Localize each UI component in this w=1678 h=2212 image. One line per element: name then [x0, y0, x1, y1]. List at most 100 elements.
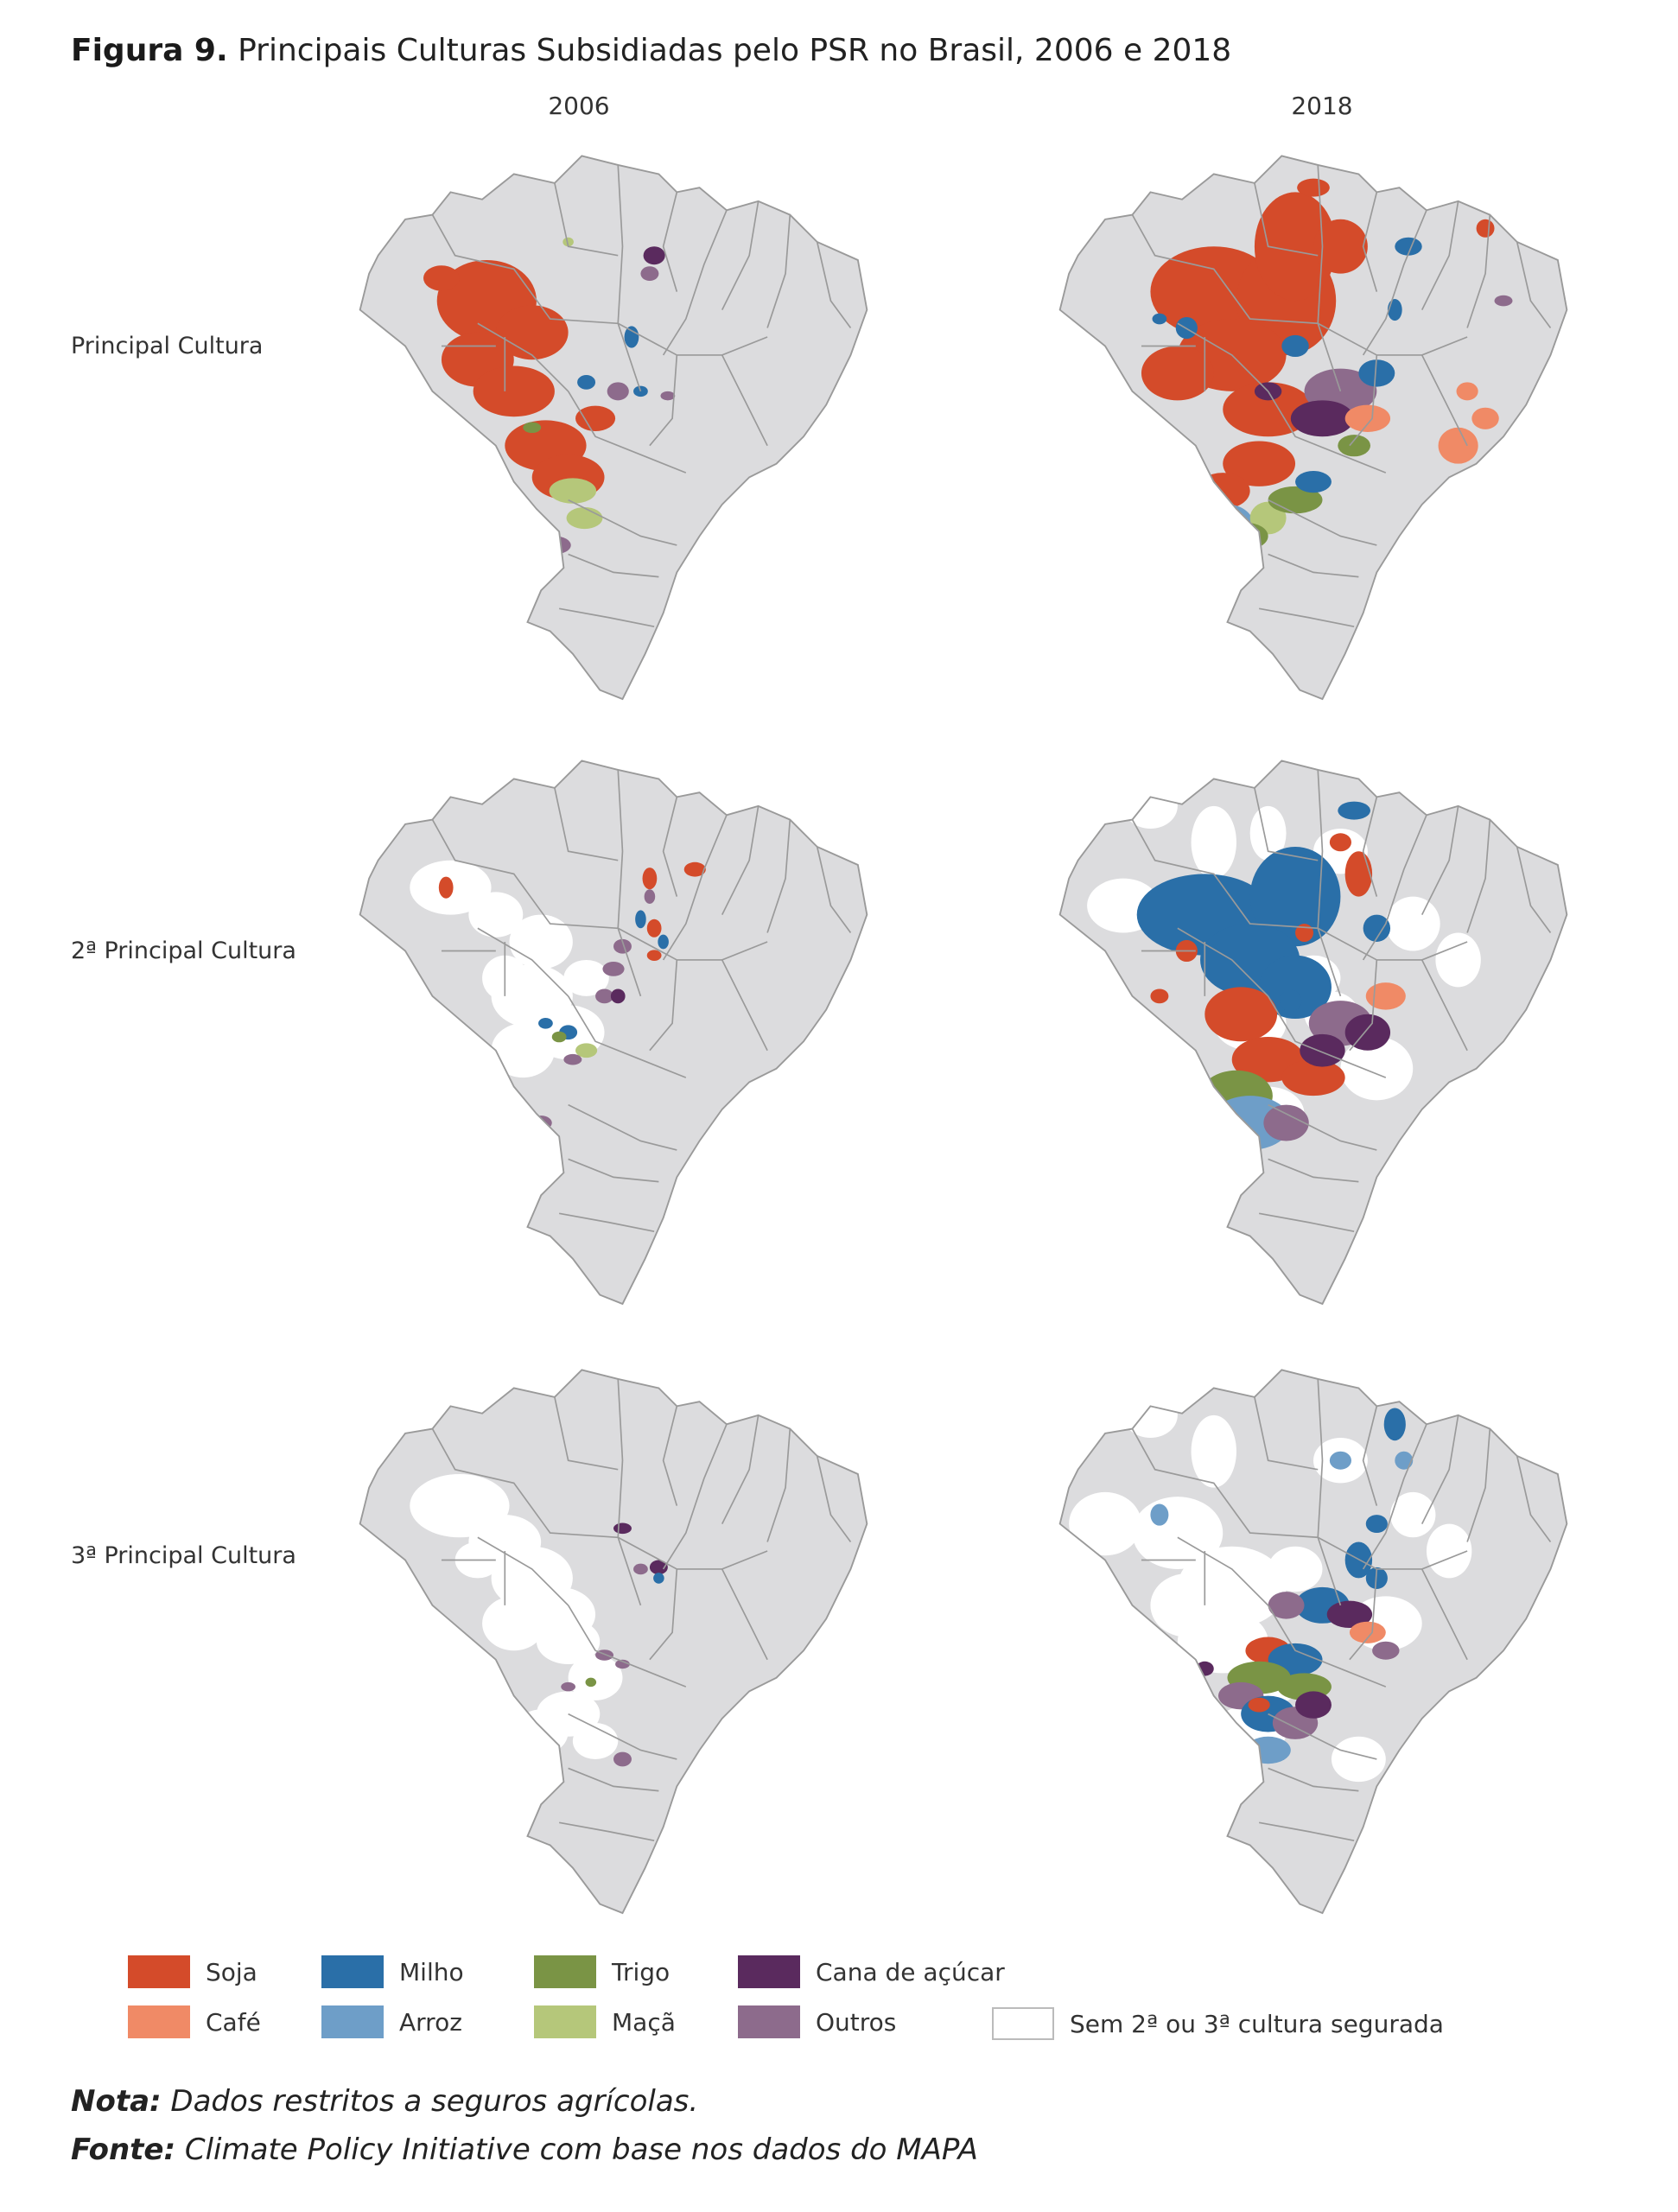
state-border	[1254, 1396, 1319, 1471]
state-border	[431, 819, 619, 930]
crop-patch-soja	[1150, 988, 1169, 1004]
crop-patch-soja	[1344, 851, 1373, 897]
state-border	[1268, 1103, 1377, 1151]
legend-label-arroz: Arroz	[399, 2007, 462, 2037]
state-border	[1466, 819, 1491, 933]
state-border	[1421, 959, 1468, 1052]
crop-patch-milho	[1259, 955, 1332, 1020]
legend-outros: Outros	[738, 2005, 896, 2039]
state-border	[568, 1103, 677, 1151]
crop-patch-outros	[561, 1681, 575, 1692]
map-2018-principal	[1002, 147, 1624, 717]
crop-patch-trigo	[551, 1031, 567, 1043]
crop-patch-cana	[643, 246, 665, 265]
crop-patch-cana	[1326, 1600, 1373, 1629]
map-2018-second	[1002, 752, 1624, 1322]
crop-patch-milho	[1383, 1408, 1406, 1441]
state-border	[662, 192, 678, 292]
state-border	[649, 1568, 678, 1661]
uninsured-area	[1249, 805, 1287, 861]
crop-patch-milho	[653, 1573, 664, 1584]
crop-patch-cafe	[1365, 982, 1406, 1010]
state-border	[1268, 1713, 1377, 1760]
state-border	[1267, 995, 1387, 1078]
uninsured-area	[1331, 1736, 1386, 1783]
crop-patch-maca	[549, 478, 597, 504]
crop-patch-soja	[683, 861, 706, 877]
crop-patch-soja	[473, 365, 555, 417]
crop-patch-outros	[595, 988, 613, 1004]
state-border	[1362, 1424, 1427, 1570]
crop-patch-outros	[640, 266, 659, 282]
legend-swatch-soja	[128, 1955, 190, 1988]
column-header-2006: 2006	[548, 92, 610, 120]
crop-patch-milho	[538, 1018, 553, 1029]
brazil-map-svg	[359, 1369, 868, 1915]
state-border	[766, 1428, 791, 1542]
state-border	[617, 1378, 642, 1606]
legend-label-soja: Soja	[206, 1957, 257, 1986]
state-border	[766, 214, 791, 328]
crop-patch-milho	[1358, 359, 1395, 387]
uninsured-area	[468, 892, 524, 938]
state-border	[558, 1212, 655, 1233]
state-border	[1421, 805, 1459, 915]
state-border	[1267, 1605, 1387, 1688]
legend-swatch-milho	[321, 1955, 384, 1988]
state-border	[1362, 1406, 1378, 1506]
state-border	[1317, 322, 1468, 356]
uninsured-area	[1191, 1414, 1236, 1488]
legend-label-cana: Cana de açúcar	[816, 1957, 1005, 1986]
brazil-land	[1059, 1370, 1567, 1914]
brazil-map-svg	[359, 155, 868, 701]
source-text: Climate Policy Initiative com base nos d…	[175, 2133, 978, 2167]
legend-milho: Milho	[321, 1955, 464, 1989]
crop-patch-milho	[1280, 989, 1302, 1012]
state-border	[1421, 354, 1468, 447]
crop-patch-cana	[1290, 400, 1355, 437]
state-border	[1268, 553, 1359, 578]
crop-patch-milho	[1281, 334, 1309, 358]
crop-patch-arroz	[1150, 1503, 1169, 1526]
crop-patch-outros	[607, 382, 629, 401]
crop-patch-milho	[633, 385, 648, 397]
state-border	[1258, 607, 1355, 628]
state-border	[617, 164, 642, 392]
crop-patch-cana	[1295, 1691, 1332, 1719]
crop-patch-arroz	[1329, 1451, 1351, 1470]
row-label-principal: Principal Cultura	[71, 333, 264, 359]
legend-label-maca: Maçã	[612, 2007, 676, 2037]
crop-patch-outros	[1372, 1641, 1400, 1660]
legend-cafe: Café	[128, 2005, 261, 2039]
crop-patch-milho	[624, 326, 639, 348]
state-border	[617, 769, 642, 997]
legend-label-milho: Milho	[399, 1957, 464, 1986]
crop-patch-arroz	[1200, 504, 1255, 550]
crop-patch-arroz	[1395, 1451, 1414, 1470]
state-border	[1362, 797, 1378, 897]
row-label-second: 2ª Principal Cultura	[71, 938, 296, 964]
state-border	[554, 1396, 619, 1471]
state-border	[567, 391, 687, 474]
state-border	[568, 1158, 659, 1183]
crop-patch-cafe	[1471, 407, 1499, 429]
state-border	[662, 797, 678, 897]
crop-patch-soja	[646, 918, 662, 938]
state-border	[1317, 927, 1468, 961]
crop-patch-soja	[1248, 1697, 1270, 1713]
state-border	[1254, 787, 1319, 861]
state-border	[1131, 819, 1319, 930]
crop-patch-cafe	[1438, 427, 1478, 464]
state-border	[617, 927, 768, 961]
crop-patch-milho	[635, 910, 646, 929]
legend-sem-cultura: Sem 2ª ou 3ª cultura segurada	[992, 2006, 1444, 2041]
crop-patch-outros	[615, 1659, 630, 1669]
state-border	[1466, 214, 1491, 328]
crop-patch-soja	[1254, 192, 1337, 302]
crop-patch-soja	[1297, 178, 1330, 197]
crop-patch-outros	[1268, 1592, 1305, 1619]
state-border	[1268, 1158, 1359, 1183]
state-border	[816, 241, 852, 329]
legend-cana: Cana de açúcar	[738, 1955, 1005, 1989]
crop-patch-soja	[1141, 346, 1214, 401]
